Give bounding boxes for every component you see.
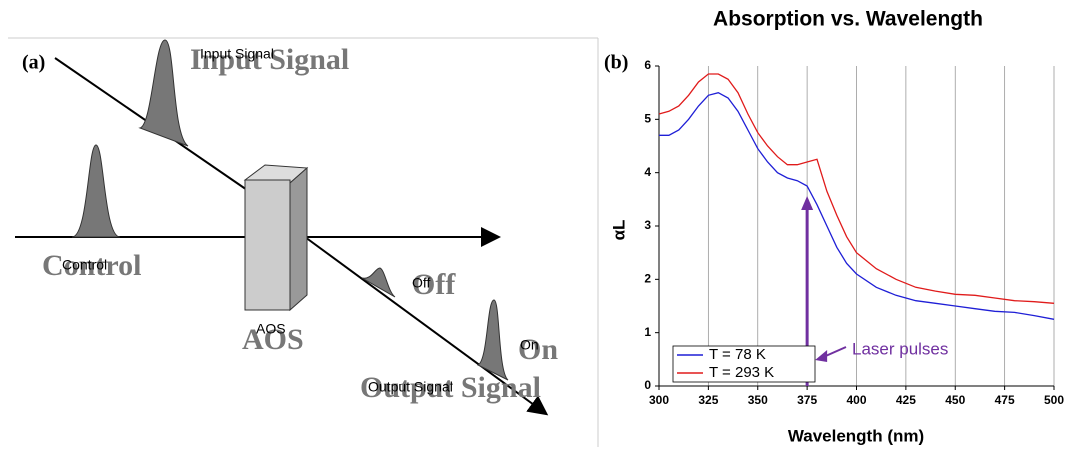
annotation-head: [801, 196, 814, 210]
device-side: [289, 166, 308, 312]
y-axis-title: αL: [609, 220, 628, 241]
on-beam: [304, 236, 549, 416]
legend-box: [672, 345, 816, 383]
y-tick-label: 0: [644, 378, 651, 392]
series-line: [658, 73, 1055, 304]
chart-title: Absorption vs. Wavelength: [713, 8, 983, 31]
x-tick-label: 325: [698, 393, 718, 407]
input-label-overlay: Input Signal: [200, 46, 274, 62]
y-tick-label: 6: [644, 58, 651, 72]
x-tick-label: 425: [896, 393, 916, 407]
legend-label: T = 78 K: [709, 346, 766, 363]
annotation-text: Laser pulses: [852, 339, 948, 358]
input-pulse: [138, 39, 189, 147]
x-tick-label: 475: [995, 393, 1015, 407]
off-label: Off: [412, 268, 456, 301]
panel-label: (b): [604, 52, 628, 74]
annotation-arrow-head: [815, 350, 828, 362]
x-tick-label: 350: [748, 393, 768, 407]
device-front: [244, 179, 291, 311]
on-pulse: [476, 299, 509, 381]
on-label-overlay: On: [520, 337, 539, 353]
panel-label: (a): [22, 52, 45, 74]
device-label: AOS: [242, 323, 304, 356]
y-tick-label: 3: [644, 218, 651, 232]
x-axis-title: Wavelength (nm): [788, 426, 924, 445]
control-pulse: [71, 144, 121, 238]
on-label: On: [518, 333, 558, 366]
control-label: Control: [42, 249, 141, 282]
series-line: [659, 92, 1055, 320]
device-label-overlay: AOS: [256, 321, 286, 337]
y-tick-label: 2: [644, 272, 651, 286]
x-tick-label: 375: [797, 393, 817, 407]
y-tick-label: 4: [644, 165, 651, 179]
y-tick-label: 5: [644, 112, 651, 126]
x-tick-label: 500: [1044, 393, 1064, 407]
legend-label: T = 293 K: [709, 364, 774, 381]
panel-a: (a) Input Signal Input Signal Control Co…: [8, 37, 599, 447]
output-label-overlay: Output Signal: [368, 379, 453, 395]
x-tick-label: 400: [846, 393, 866, 407]
y-tick-label: 1: [644, 325, 651, 339]
control-label-overlay: Control: [62, 257, 107, 273]
output-label: Output Signal: [360, 371, 541, 404]
off-pulse: [361, 267, 396, 298]
off-label-overlay: Off: [412, 275, 431, 291]
x-tick-label: 450: [945, 393, 965, 407]
input-label: Input Signal: [190, 43, 349, 76]
x-tick-label: 300: [649, 393, 669, 407]
